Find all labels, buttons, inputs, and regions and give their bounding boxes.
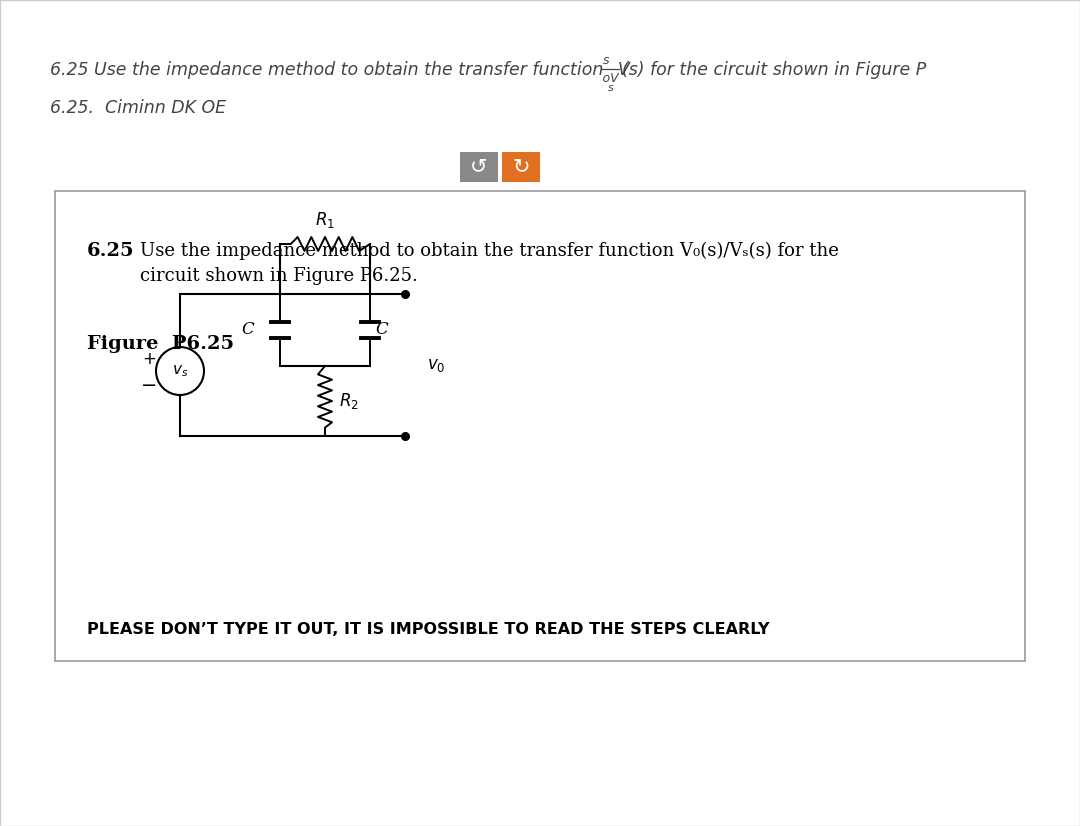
Text: $R_1$: $R_1$ xyxy=(315,210,335,230)
Text: 6.25: 6.25 xyxy=(87,242,135,260)
Text: s: s xyxy=(603,55,609,68)
Text: 6.25 Use the impedance method to obtain the transfer function   V: 6.25 Use the impedance method to obtain … xyxy=(50,61,630,79)
Text: PLEASE DON’T TYPE IT OUT, IT IS IMPOSSIBLE TO READ THE STEPS CLEARLY: PLEASE DON’T TYPE IT OUT, IT IS IMPOSSIB… xyxy=(87,621,769,637)
Text: Use the impedance method to obtain the transfer function V₀(s)/Vₛ(s) for the: Use the impedance method to obtain the t… xyxy=(140,242,839,260)
Text: 6.25.  Ciminn DK OE: 6.25. Ciminn DK OE xyxy=(50,99,226,117)
Bar xyxy=(55,191,1025,661)
Bar xyxy=(460,152,498,182)
Text: C: C xyxy=(375,321,388,339)
Text: $v_s$: $v_s$ xyxy=(172,363,188,379)
Bar xyxy=(502,152,540,182)
Text: ↻: ↻ xyxy=(512,156,530,176)
Text: ↺: ↺ xyxy=(470,156,488,176)
Text: oV: oV xyxy=(600,72,619,84)
Text: $v_0$: $v_0$ xyxy=(427,357,445,373)
Text: s: s xyxy=(608,83,613,93)
Text: (s) for the circuit shown in Figure P: (s) for the circuit shown in Figure P xyxy=(622,61,927,79)
Text: circuit shown in Figure P6.25.: circuit shown in Figure P6.25. xyxy=(140,267,418,285)
Text: +: + xyxy=(143,350,156,368)
Text: −: − xyxy=(140,376,158,395)
Text: C: C xyxy=(241,321,254,339)
Text: $R_2$: $R_2$ xyxy=(339,391,359,411)
Text: Figure  P6.25: Figure P6.25 xyxy=(87,335,234,353)
